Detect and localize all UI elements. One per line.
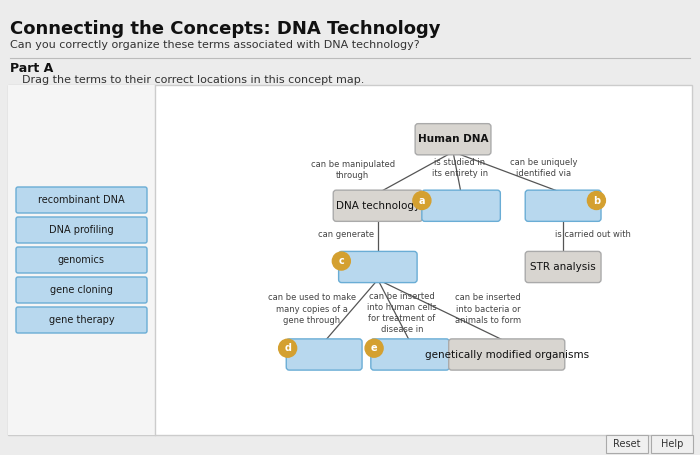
FancyBboxPatch shape — [8, 85, 692, 435]
Circle shape — [279, 339, 297, 357]
FancyBboxPatch shape — [525, 252, 601, 283]
Text: is carried out with: is carried out with — [554, 230, 631, 239]
FancyBboxPatch shape — [415, 124, 491, 155]
Text: Help: Help — [661, 439, 683, 449]
Text: can be uniquely
identified via: can be uniquely identified via — [510, 158, 578, 178]
Text: can be inserted
into human cells
for treatment of
disease in: can be inserted into human cells for tre… — [367, 292, 437, 334]
Text: Connecting the Concepts: DNA Technology: Connecting the Concepts: DNA Technology — [10, 20, 440, 38]
FancyBboxPatch shape — [16, 187, 147, 213]
Text: Can you correctly organize these terms associated with DNA technology?: Can you correctly organize these terms a… — [10, 40, 419, 50]
FancyBboxPatch shape — [606, 435, 648, 453]
Text: DNA profiling: DNA profiling — [49, 225, 114, 235]
FancyBboxPatch shape — [333, 190, 423, 221]
Text: is studied in
its entirety in: is studied in its entirety in — [432, 158, 488, 178]
FancyBboxPatch shape — [16, 307, 147, 333]
Text: a: a — [419, 196, 425, 206]
FancyBboxPatch shape — [651, 435, 693, 453]
Text: DNA technology: DNA technology — [336, 201, 420, 211]
Text: can generate: can generate — [318, 230, 374, 239]
Text: can be manipulated
through: can be manipulated through — [311, 160, 395, 180]
Text: d: d — [284, 343, 291, 353]
FancyBboxPatch shape — [16, 217, 147, 243]
Circle shape — [365, 339, 383, 357]
FancyBboxPatch shape — [449, 339, 565, 370]
FancyBboxPatch shape — [286, 339, 362, 370]
Text: Reset: Reset — [613, 439, 641, 449]
Text: gene therapy: gene therapy — [49, 315, 114, 325]
Text: b: b — [593, 196, 600, 206]
Text: c: c — [339, 256, 344, 266]
Circle shape — [413, 192, 431, 209]
FancyBboxPatch shape — [16, 247, 147, 273]
Text: genomics: genomics — [58, 255, 105, 265]
Bar — [8, 85, 155, 435]
Text: e: e — [371, 343, 377, 353]
FancyBboxPatch shape — [525, 190, 601, 221]
Text: Part A: Part A — [10, 62, 53, 75]
Text: genetically modified organisms: genetically modified organisms — [425, 349, 589, 359]
Circle shape — [332, 252, 350, 270]
Text: can be used to make
many copies of a
gene through: can be used to make many copies of a gen… — [267, 293, 356, 324]
FancyBboxPatch shape — [422, 190, 500, 221]
FancyBboxPatch shape — [371, 339, 449, 370]
Text: Human DNA: Human DNA — [418, 134, 489, 144]
FancyBboxPatch shape — [339, 252, 417, 283]
Text: gene cloning: gene cloning — [50, 285, 113, 295]
Text: can be inserted
into bacteria or
animals to form: can be inserted into bacteria or animals… — [455, 293, 521, 324]
FancyBboxPatch shape — [16, 277, 147, 303]
Text: STR analysis: STR analysis — [530, 262, 596, 272]
Text: Drag the terms to their correct locations in this concept map.: Drag the terms to their correct location… — [22, 75, 365, 85]
Text: recombinant DNA: recombinant DNA — [38, 195, 125, 205]
Circle shape — [587, 192, 606, 209]
